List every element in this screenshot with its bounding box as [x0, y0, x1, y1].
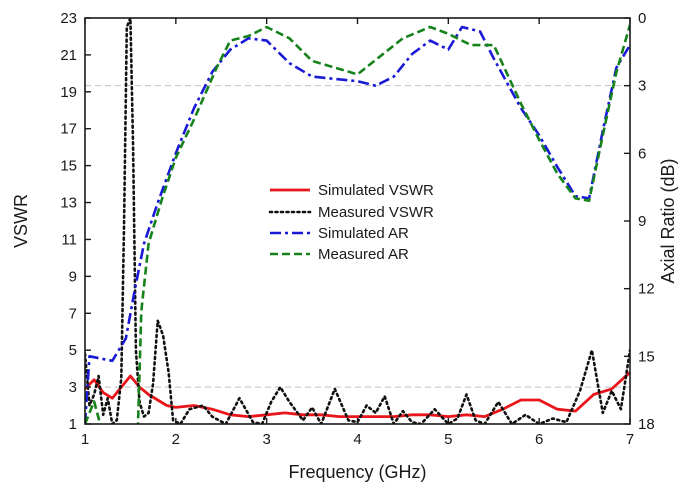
y-tick-label: 23: [60, 10, 77, 27]
y2-tick-label: 3: [638, 78, 646, 95]
y-tick-label: 9: [69, 268, 77, 285]
series-line-simulated-vswr: [85, 371, 630, 419]
x-tick-label: 6: [535, 431, 543, 448]
legend-label-measured-vswr: Measured VSWR: [318, 204, 434, 221]
x-tick-label: 1: [81, 431, 89, 448]
x-tick-label: 2: [172, 431, 180, 448]
x-tick-label: 5: [444, 431, 452, 448]
y-tick-label: 7: [69, 305, 77, 322]
y2-tick-label: 15: [638, 348, 655, 365]
y-axis-title: VSWR: [11, 194, 31, 248]
x-tick-label: 4: [353, 431, 361, 448]
y-tick-label: 11: [61, 231, 77, 248]
y-tick-label: 19: [60, 84, 77, 101]
y-tick-label: 13: [60, 195, 77, 212]
y2-axis-title: Axial Ratio (dB): [658, 158, 678, 283]
x-tick-label: 7: [626, 431, 634, 448]
series-line-measured-vswr: [85, 18, 630, 424]
series-line-measured-ar: [85, 24, 630, 424]
y-tick-label: 15: [60, 158, 77, 175]
legend: Simulated VSWR Measured VSWR Simulated A…: [268, 182, 434, 263]
series-line-simulated-ar: [85, 25, 630, 424]
y2-tick-label: 18: [638, 416, 655, 433]
x-axis-title: Frequency (GHz): [288, 462, 426, 482]
y2-tick-label: 9: [638, 213, 646, 230]
legend-label-simulated-ar: Simulated AR: [318, 225, 409, 242]
legend-label-measured-ar: Measured AR: [318, 246, 409, 263]
y2-tick-label: 12: [638, 281, 655, 298]
y2-tick-label: 6: [638, 145, 646, 162]
y2-tick-label: 0: [638, 10, 646, 27]
y-tick-label: 5: [69, 342, 77, 359]
x-tick-label: 3: [262, 431, 270, 448]
y-tick-label: 17: [60, 121, 77, 138]
y-tick-label: 3: [69, 379, 77, 396]
y-tick-label: 21: [60, 47, 77, 64]
legend-label-simulated-vswr: Simulated VSWR: [318, 182, 434, 199]
y-tick-label: 1: [69, 416, 77, 433]
